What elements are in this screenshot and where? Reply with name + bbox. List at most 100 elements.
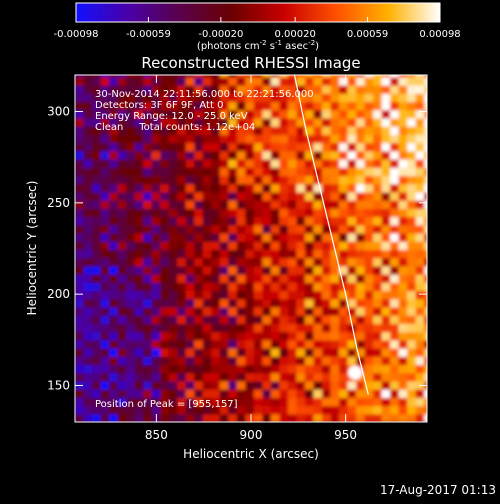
heat-cell bbox=[219, 249, 229, 259]
heat-cell bbox=[330, 216, 340, 226]
heat-cell bbox=[330, 306, 340, 316]
heat-cell bbox=[279, 159, 289, 168]
heat-cell bbox=[339, 339, 349, 349]
heat-cell bbox=[330, 175, 340, 185]
heat-cell bbox=[109, 208, 119, 218]
heat-cell bbox=[168, 339, 178, 349]
heat-cell bbox=[75, 85, 85, 94]
heat-cell bbox=[109, 323, 119, 333]
heat-cell bbox=[381, 397, 391, 407]
heat-cell bbox=[321, 76, 332, 86]
heat-cell bbox=[92, 142, 102, 152]
heat-cell bbox=[160, 200, 170, 209]
heat-cell bbox=[134, 167, 144, 177]
heat-cell bbox=[143, 413, 153, 422]
heat-cell bbox=[304, 134, 315, 144]
heat-cell bbox=[100, 380, 110, 390]
heat-cell bbox=[92, 183, 102, 193]
heat-cell bbox=[296, 85, 306, 94]
heat-cell bbox=[287, 290, 298, 300]
heat-cell bbox=[100, 191, 110, 201]
heat-cell bbox=[321, 323, 332, 333]
heat-cell bbox=[228, 232, 238, 242]
heat-cell bbox=[253, 216, 263, 226]
heat-cell bbox=[262, 348, 272, 357]
heat-cell bbox=[245, 249, 255, 259]
heat-cell bbox=[398, 208, 408, 218]
heat-cell bbox=[177, 298, 187, 308]
heat-cell bbox=[364, 356, 374, 366]
heat-cell bbox=[236, 331, 246, 341]
heat-cell bbox=[262, 167, 272, 177]
heat-cell bbox=[381, 257, 391, 267]
heat-cell bbox=[219, 126, 229, 135]
heat-cell bbox=[126, 109, 136, 119]
heat-cell bbox=[296, 175, 306, 185]
heat-cell bbox=[364, 167, 374, 177]
heat-cell bbox=[117, 183, 127, 193]
heat-cell bbox=[330, 389, 340, 398]
heat-cell bbox=[160, 372, 170, 382]
heat-cell bbox=[75, 167, 85, 177]
heat-cell bbox=[194, 109, 204, 119]
info-annotations: 30-Nov-2014 22:11:56.000 to 22:21:56.000… bbox=[95, 89, 314, 410]
colorbar-tick-label: 0.00059 bbox=[347, 29, 388, 40]
heat-cell bbox=[168, 249, 178, 259]
heat-cell bbox=[228, 372, 238, 382]
heat-cell bbox=[245, 290, 255, 300]
heat-cell bbox=[109, 249, 119, 259]
heat-cell bbox=[330, 159, 340, 168]
heat-cell bbox=[100, 282, 110, 292]
heat-cell bbox=[219, 339, 229, 349]
heat-cell bbox=[424, 109, 427, 119]
heat-cell bbox=[109, 356, 119, 366]
heat-cell bbox=[262, 389, 272, 398]
heat-cell bbox=[304, 306, 315, 316]
heat-cell bbox=[347, 142, 357, 152]
heat-cell bbox=[330, 413, 340, 422]
heat-cell bbox=[134, 109, 144, 119]
heat-cell bbox=[304, 200, 315, 209]
heat-cell bbox=[109, 241, 119, 251]
heat-cell bbox=[75, 101, 85, 111]
heat-cell bbox=[253, 142, 263, 152]
heat-cell bbox=[287, 339, 298, 349]
heat-cell bbox=[407, 282, 417, 292]
heat-cell bbox=[279, 75, 289, 78]
heat-cell bbox=[117, 93, 127, 103]
heat-cell bbox=[143, 265, 153, 275]
colorbar-tick-label: -0.00059 bbox=[126, 29, 171, 40]
heat-cell bbox=[134, 200, 144, 209]
heat-cell bbox=[313, 306, 323, 316]
heat-cell bbox=[356, 191, 366, 201]
heat-cell bbox=[219, 232, 229, 242]
heat-cell bbox=[339, 224, 349, 234]
heat-cell bbox=[279, 413, 289, 422]
heat-cell bbox=[228, 134, 238, 144]
heat-cell bbox=[151, 241, 161, 251]
heat-cell bbox=[407, 117, 417, 127]
heat-cell bbox=[202, 290, 212, 300]
heat-cell bbox=[117, 315, 127, 324]
heat-cell bbox=[177, 85, 187, 94]
heat-cell bbox=[202, 208, 212, 218]
heat-cell bbox=[339, 249, 349, 259]
heat-cell bbox=[160, 265, 170, 275]
heat-cell bbox=[262, 364, 272, 374]
heat-cell bbox=[177, 339, 187, 349]
heat-cell bbox=[75, 75, 85, 78]
heat-cell bbox=[313, 364, 323, 374]
heat-cell bbox=[321, 93, 332, 103]
heat-cell bbox=[117, 175, 127, 185]
heat-cell bbox=[151, 200, 161, 209]
heat-cell bbox=[398, 356, 408, 366]
heat-cell bbox=[228, 380, 238, 390]
heat-cell bbox=[381, 75, 391, 78]
heat-cell bbox=[228, 191, 238, 201]
heat-cell bbox=[339, 76, 349, 86]
heat-cell bbox=[211, 397, 221, 407]
heat-cell bbox=[424, 348, 427, 357]
heat-cell bbox=[245, 282, 255, 292]
heat-cell bbox=[279, 101, 289, 111]
heat-cell bbox=[373, 265, 383, 275]
